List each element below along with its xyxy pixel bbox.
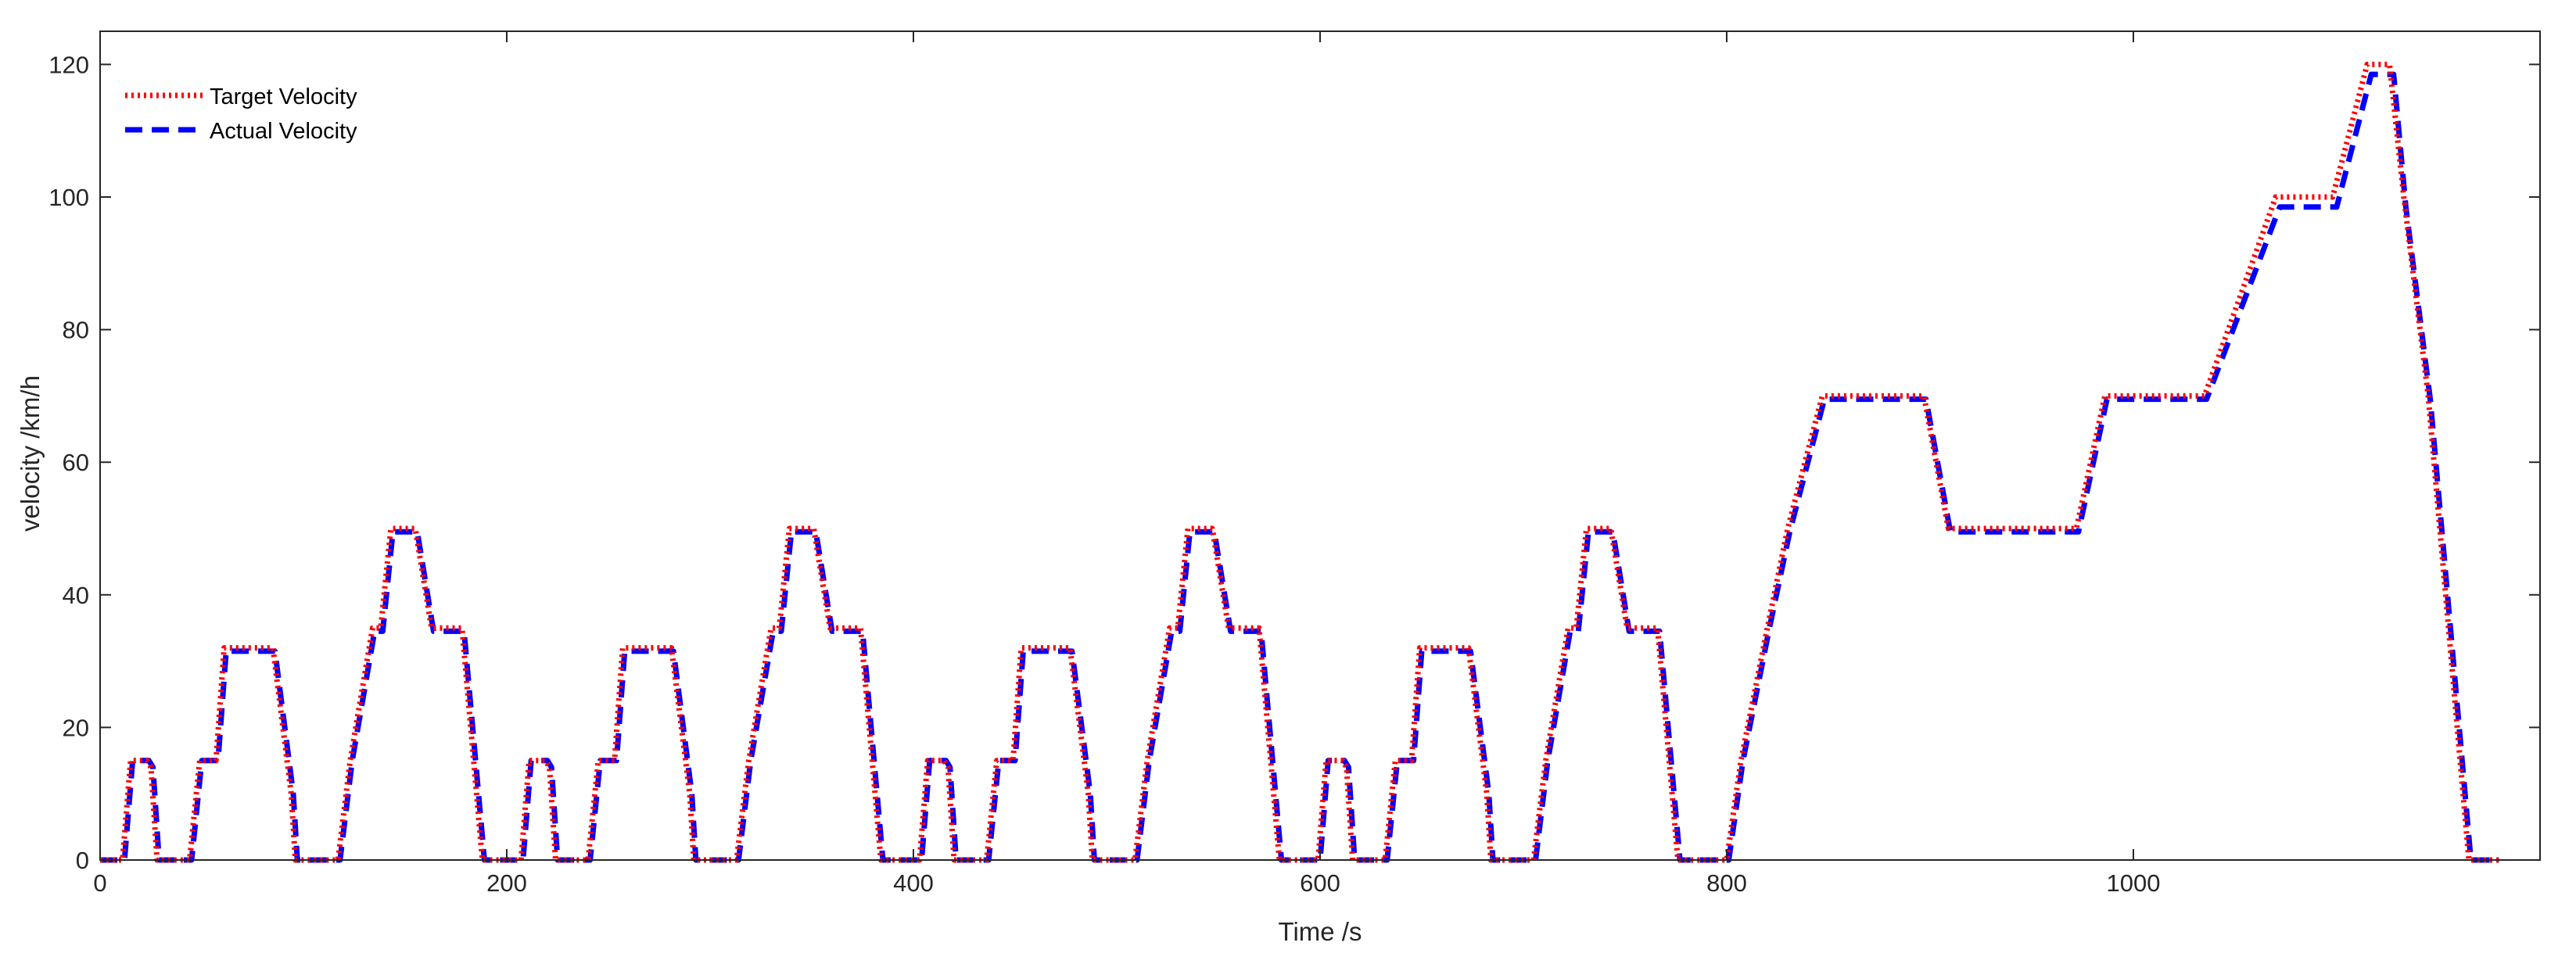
y-tick-label: 80: [63, 317, 89, 344]
x-tick-label: 600: [1300, 869, 1340, 897]
x-tick-label: 800: [1706, 869, 1747, 897]
x-tick-label: 400: [893, 869, 934, 897]
y-tick-label: 100: [48, 184, 89, 211]
x-axis-label: Time /s: [1279, 917, 1362, 946]
legend-box: [109, 66, 379, 156]
series-line-target-velocity: [100, 61, 2499, 863]
legend: Target Velocity Actual Velocity: [109, 66, 379, 156]
series-line-actual-velocity: [100, 71, 2499, 863]
x-tick-label: 0: [93, 869, 106, 897]
y-tick-label: 60: [63, 449, 89, 476]
legend-label-actual-velocity: Actual Velocity: [210, 119, 357, 144]
x-tick-label: 200: [486, 869, 527, 897]
y-tick-label: 20: [63, 714, 89, 741]
axes: 0 200 400 600 800 1000 0 20 40 60 80 100 120: [48, 30, 2541, 897]
series-layer: [100, 61, 2499, 863]
y-tick-label: 0: [76, 847, 89, 874]
legend-label-target-velocity: Target Velocity: [210, 84, 357, 109]
y-axis-label: velocity /km/h: [16, 375, 45, 532]
y-tick-label: 40: [63, 582, 89, 609]
y-tick-label: 120: [48, 51, 89, 78]
x-tick-label: 1000: [2107, 869, 2161, 897]
